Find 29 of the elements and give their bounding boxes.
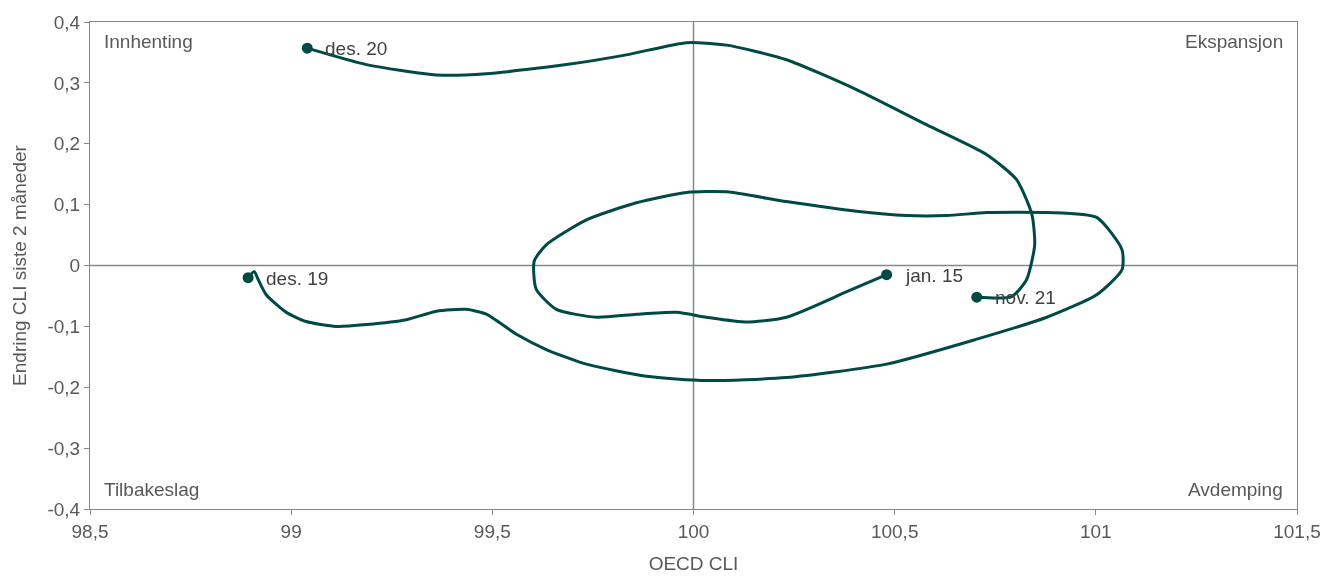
x-tick-label: 100	[677, 520, 710, 542]
y-axis-title: Endring CLI siste 2 måneder	[9, 144, 31, 386]
annotation: des. 20	[325, 38, 388, 59]
point	[301, 42, 313, 54]
x-tick-label: 99	[280, 520, 302, 542]
point	[971, 291, 983, 303]
annotation: Innhenting	[104, 31, 193, 52]
annotation: Tilbakeslag	[104, 479, 200, 500]
x-tick-label: 101,5	[1273, 520, 1321, 542]
annotation: Avdemping	[1188, 479, 1283, 500]
y-tick-label: 0,2	[53, 133, 81, 155]
x-tick-label: 101	[1079, 520, 1112, 542]
x-axis-title: OECD CLI	[648, 552, 739, 574]
y-tick-label: 0,3	[53, 72, 81, 94]
y-tick-label: -0,2	[47, 376, 81, 398]
y-tick-label: 0	[69, 255, 81, 277]
annotation: Ekspansjon	[1185, 31, 1284, 52]
annotation: des. 19	[266, 268, 329, 289]
y-tick-label: 0,1	[53, 194, 81, 216]
y-tick-label: -0,3	[47, 437, 81, 459]
y-tick-label: -0,1	[47, 316, 81, 338]
y-tick-label: 0,4	[53, 11, 81, 33]
y-tick-label: -0,4	[47, 498, 81, 520]
x-tick-label: 99,5	[473, 520, 511, 542]
x-tick-label: 100,5	[870, 520, 919, 542]
point	[242, 272, 254, 284]
annotation: jan. 15	[905, 265, 964, 286]
point	[881, 269, 893, 281]
x-tick-label: 98,5	[71, 520, 109, 542]
